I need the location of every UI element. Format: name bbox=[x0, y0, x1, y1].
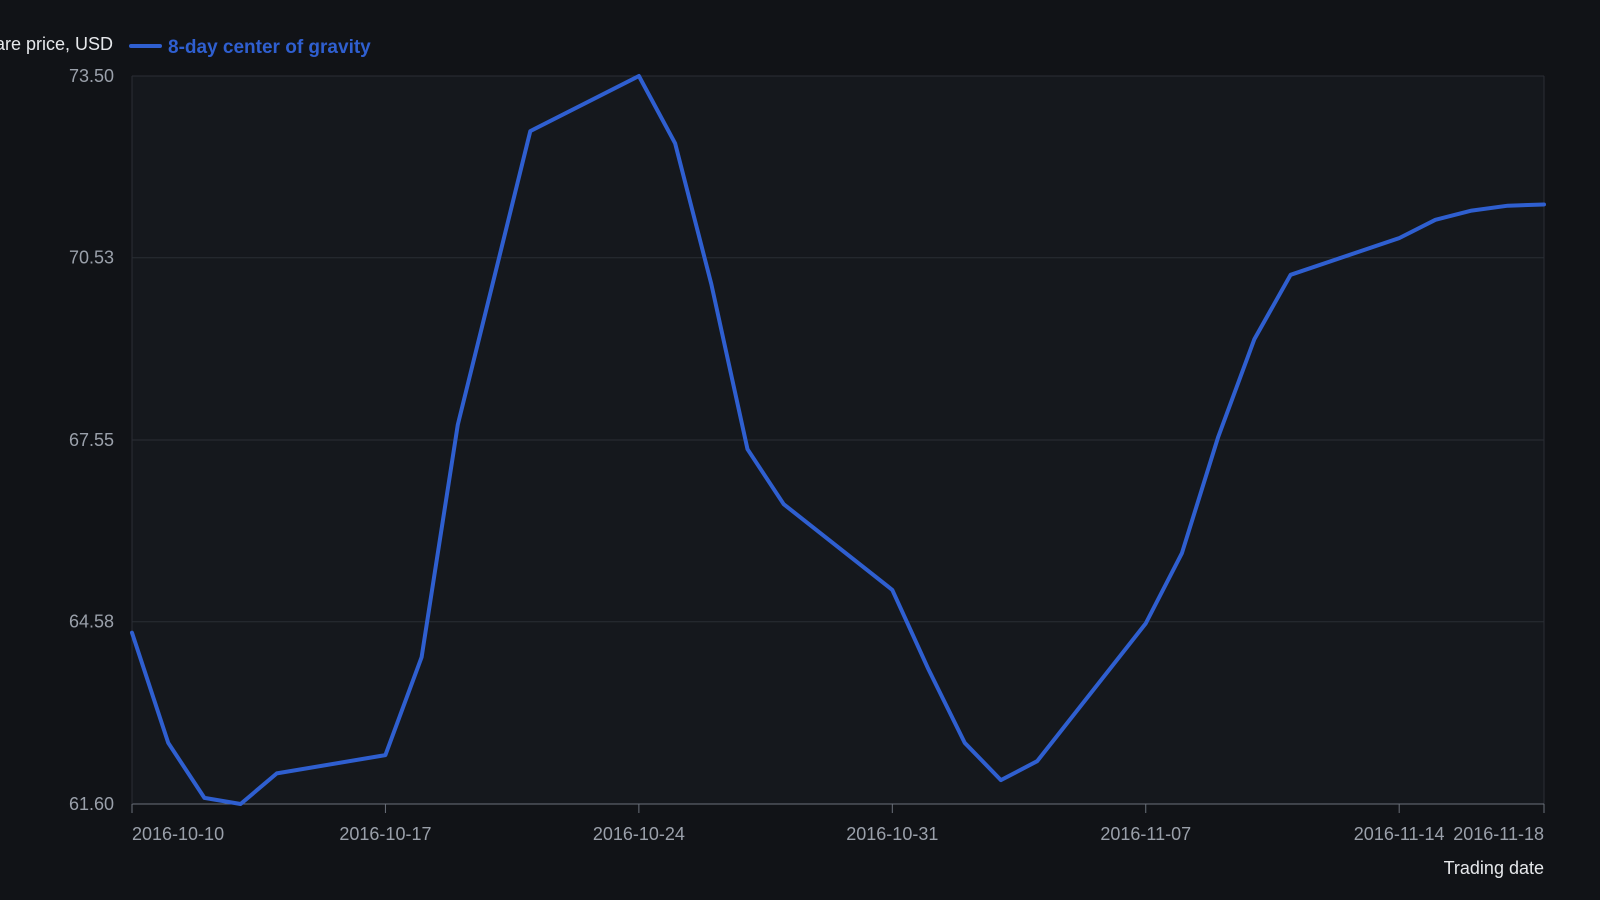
legend: 8-day center of gravity bbox=[129, 37, 371, 58]
series-line-0 bbox=[130, 74, 1546, 806]
x-tick-label: 2016-11-18 bbox=[1453, 824, 1544, 844]
x-tick-label: 2016-10-10 bbox=[132, 824, 224, 844]
grid-lines bbox=[132, 257, 1544, 623]
y-axis-label: Share price, USD bbox=[0, 34, 113, 54]
y-tick-label: 73.50 bbox=[69, 66, 114, 86]
x-tick-label: 2016-11-07 bbox=[1100, 824, 1191, 844]
axes bbox=[131, 75, 1545, 813]
y-tick-label: 64.58 bbox=[69, 612, 114, 632]
y-tick-label: 67.55 bbox=[69, 430, 114, 450]
x-tick-label: 2016-10-31 bbox=[846, 824, 938, 844]
y-tick-labels: 73.50 70.53 67.55 64.58 61.60 bbox=[69, 66, 114, 814]
x-tick-labels: 2016-10-10 2016-10-17 2016-10-24 2016-10-31… bbox=[132, 824, 1544, 844]
y-tick-label: 70.53 bbox=[69, 248, 114, 268]
x-tick-label: 2016-10-17 bbox=[339, 824, 431, 844]
y-tick-label: 61.60 bbox=[69, 794, 114, 814]
series-lines bbox=[130, 74, 1546, 806]
x-axis-label: Trading date bbox=[1444, 858, 1544, 878]
legend-label: 8-day center of gravity bbox=[168, 37, 371, 58]
x-tick-label: 2016-10-24 bbox=[593, 824, 685, 844]
x-tick-label: 2016-11-14 bbox=[1354, 824, 1445, 844]
